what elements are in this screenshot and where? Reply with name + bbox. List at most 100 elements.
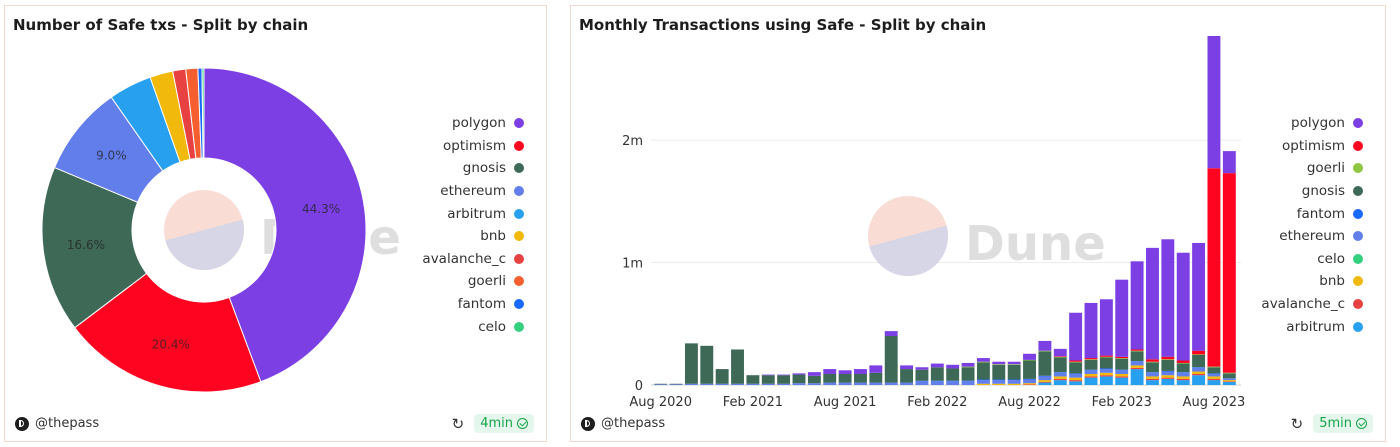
bar-segment-gnosis[interactable] <box>930 367 944 381</box>
pie-slice-gnosis[interactable] <box>41 166 148 329</box>
bar-segment-polygon[interactable] <box>1053 348 1067 357</box>
bar-segment-avalanche_c[interactable] <box>1130 367 1144 370</box>
bar-segment-avalanche_c[interactable] <box>1099 375 1113 377</box>
bar-segment-avalanche_c[interactable] <box>1192 373 1206 376</box>
bar-segment-bnb[interactable] <box>1038 380 1052 382</box>
bar-segment-arbitrum[interactable] <box>1222 381 1236 385</box>
bar-segment-polygon[interactable] <box>807 372 821 376</box>
bar-segment-fantom[interactable] <box>1099 368 1113 370</box>
pie-slice-optimism[interactable] <box>74 272 262 393</box>
bar-segment-ethereum[interactable] <box>684 383 698 385</box>
bar-segment-ethereum[interactable] <box>1192 367 1206 372</box>
bar-segment-polygon[interactable] <box>930 363 944 368</box>
bar-segment-polygon[interactable] <box>1069 312 1083 361</box>
bar-segment-fantom[interactable] <box>992 379 1006 381</box>
bar-segment-gnosis[interactable] <box>669 383 683 385</box>
bar-segment-fantom[interactable] <box>1192 367 1206 368</box>
bar-segment-goerli[interactable] <box>961 366 975 368</box>
bar-segment-ethereum[interactable] <box>1053 372 1067 377</box>
bar-segment-goerli[interactable] <box>1099 356 1113 358</box>
bar-segment-gnosis[interactable] <box>684 343 698 384</box>
bar-segment-gnosis[interactable] <box>731 349 744 384</box>
bar-segment-bnb[interactable] <box>1099 372 1113 376</box>
bar-segment-avalanche_c[interactable] <box>1176 378 1190 381</box>
bar-segment-bnb[interactable] <box>1084 373 1098 377</box>
bar-segment-polygon[interactable] <box>900 365 914 370</box>
legend-item-arbitrum[interactable]: arbitrum <box>447 202 524 225</box>
bar-segment-fantom[interactable] <box>1038 375 1052 377</box>
bar-segment-arbitrum[interactable] <box>1146 380 1159 385</box>
bar-segment-gnosis[interactable] <box>746 375 760 384</box>
bar-segment-goerli[interactable] <box>1192 354 1206 355</box>
bar-segment-goerli[interactable] <box>1038 350 1052 352</box>
bar-segment-polygon[interactable] <box>946 364 960 369</box>
bar-chart[interactable]: Dune 0 1m 2m Aug 2020 Feb 2021 Aug 2021 Feb 20… <box>571 6 1385 441</box>
bar-segment-gnosis[interactable] <box>900 369 914 383</box>
bar-segment-ethereum[interactable] <box>807 383 821 385</box>
bar-segment-bnb[interactable] <box>1222 380 1236 382</box>
bar-segment-fantom[interactable] <box>1207 373 1221 374</box>
bar-segment-avalanche_c[interactable] <box>1069 380 1083 382</box>
bar-segment-ethereum[interactable] <box>992 380 1006 384</box>
bar-segment-bnb[interactable] <box>1069 377 1083 381</box>
bar-segment-polygon[interactable] <box>777 374 791 376</box>
bar-segment-fantom[interactable] <box>915 380 929 382</box>
legend-item-optimism[interactable]: optimism <box>443 135 524 158</box>
bar-segment-avalanche_c[interactable] <box>1023 384 1036 385</box>
bar-segment-arbitrum[interactable] <box>1130 369 1144 385</box>
bar-segment-gnosis[interactable] <box>700 345 714 384</box>
bar-segment-ethereum[interactable] <box>1207 373 1221 377</box>
bar-segment-bnb[interactable] <box>1146 376 1159 379</box>
legend-item-fantom[interactable]: fantom <box>1297 202 1363 225</box>
bar-segment-gnosis[interactable] <box>961 367 975 381</box>
bar-segment-gnosis[interactable] <box>1038 351 1052 376</box>
legend-item-ethereum[interactable]: ethereum <box>440 180 524 203</box>
bar-segment-arbitrum[interactable] <box>1053 380 1067 385</box>
bar-segment-polygon[interactable] <box>792 373 806 375</box>
bar-segment-polygon[interactable] <box>1176 252 1190 361</box>
legend-item-celo[interactable]: celo <box>478 315 524 338</box>
bar-segment-fantom[interactable] <box>1176 372 1190 373</box>
bar-segment-gnosis[interactable] <box>1053 357 1067 373</box>
bar-segment-optimism[interactable] <box>1161 356 1175 360</box>
bar-segment-ethereum[interactable] <box>654 384 668 385</box>
bar-segment-ethereum[interactable] <box>792 383 806 385</box>
bar-segment-gnosis[interactable] <box>1023 360 1036 379</box>
bar-segment-polygon[interactable] <box>1146 247 1159 360</box>
bar-segment-bnb[interactable] <box>1176 376 1190 379</box>
bar-segment-optimism[interactable] <box>1069 360 1083 362</box>
legend-item-fantom[interactable]: fantom <box>458 293 524 316</box>
legend-item-gnosis[interactable]: gnosis <box>463 157 524 180</box>
pie-chart[interactable]: Dune 44.3%20.4%16.6%9.0% <box>5 6 546 441</box>
bar-segment-gnosis[interactable] <box>1146 362 1159 373</box>
bar-segment-gnosis[interactable] <box>992 364 1006 380</box>
bar-segment-fantom[interactable] <box>1069 373 1083 374</box>
legend-item-optimism[interactable]: optimism <box>1282 135 1363 158</box>
legend-item-avalanche_c[interactable]: avalanche_c <box>1261 293 1363 316</box>
bar-segment-polygon[interactable] <box>992 361 1006 365</box>
bar-segment-ethereum[interactable] <box>915 381 929 385</box>
bar-segment-polygon[interactable] <box>1192 242 1206 351</box>
bar-segment-ethereum[interactable] <box>1038 376 1052 381</box>
bar-segment-gnosis[interactable] <box>761 375 775 384</box>
bar-segment-ethereum[interactable] <box>1146 372 1159 377</box>
bar-segment-ethereum[interactable] <box>1084 370 1098 374</box>
bar-segment-fantom[interactable] <box>1023 378 1036 380</box>
bar-segment-polygon[interactable] <box>838 370 852 374</box>
bar-segment-goerli[interactable] <box>1069 361 1083 363</box>
bar-segment-ethereum[interactable] <box>976 380 990 384</box>
bar-segment-goerli[interactable] <box>1146 361 1159 363</box>
bar-segment-polygon[interactable] <box>1207 36 1221 169</box>
pie-slice-polygon[interactable] <box>203 67 367 383</box>
bar-segment-ethereum[interactable] <box>869 382 883 385</box>
bar-segment-bnb[interactable] <box>992 383 1006 385</box>
bar-segment-gnosis[interactable] <box>654 383 668 385</box>
bar-segment-gnosis[interactable] <box>854 373 867 383</box>
bar-segment-polygon[interactable] <box>1222 151 1236 174</box>
bar-segment-optimism[interactable] <box>1099 355 1113 357</box>
bar-segment-goerli[interactable] <box>1161 359 1175 360</box>
bar-segment-polygon[interactable] <box>1115 279 1129 357</box>
bar-segment-gnosis[interactable] <box>1161 359 1175 371</box>
bar-segment-optimism[interactable] <box>1115 356 1129 359</box>
legend-item-bnb[interactable]: bnb <box>480 225 524 248</box>
